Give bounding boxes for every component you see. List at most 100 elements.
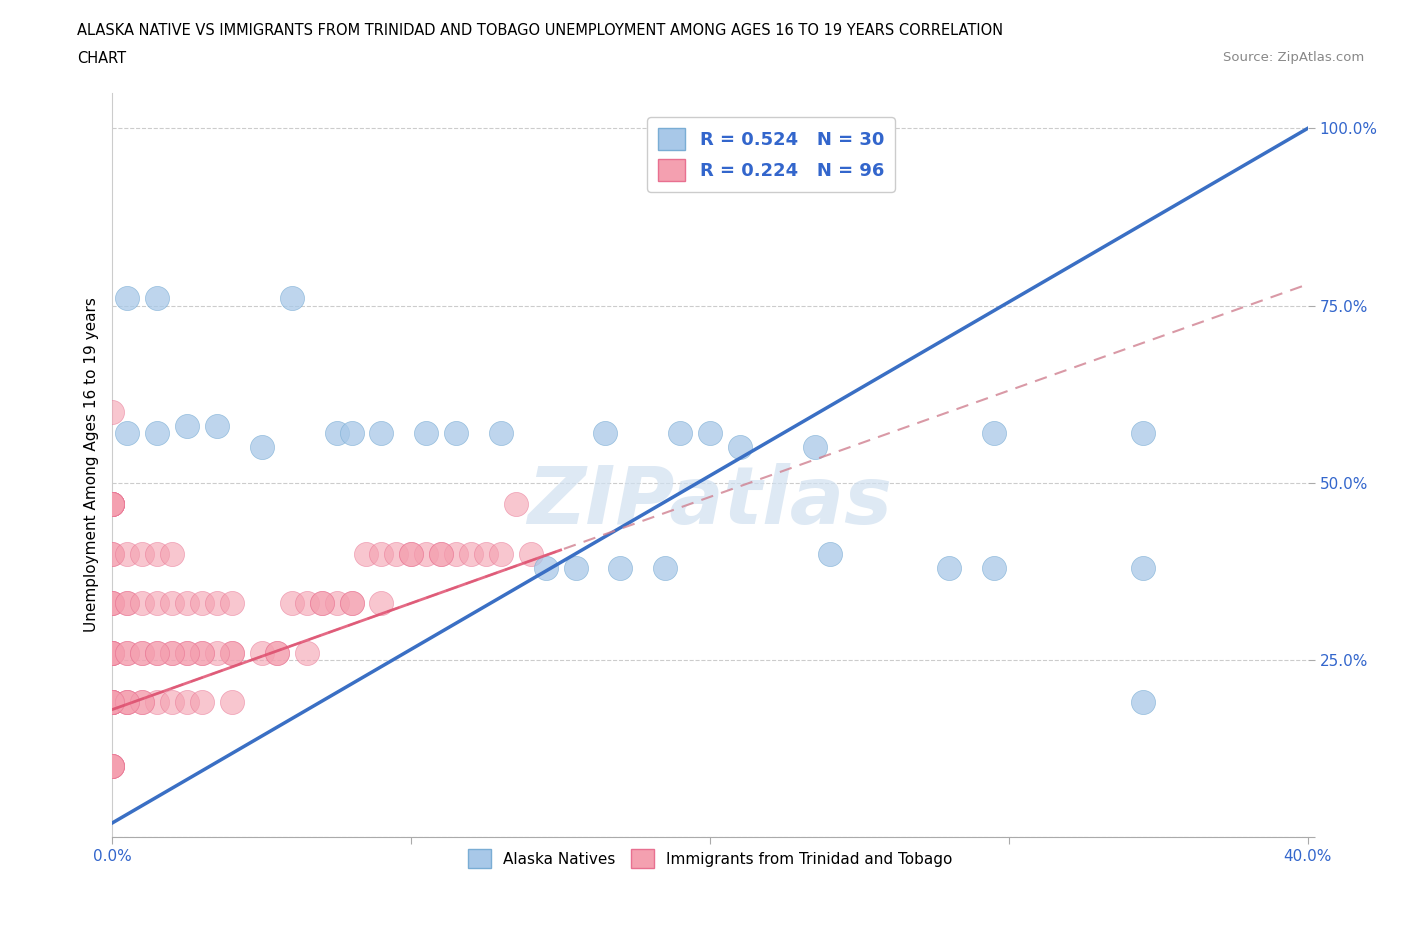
Point [101, 759, 124, 774]
Point [221, 695, 243, 710]
Point [101, 596, 124, 611]
Point [131, 695, 153, 710]
Point [325, 426, 347, 441]
Point [266, 645, 288, 660]
Point [489, 546, 512, 561]
Point [489, 426, 512, 441]
Point [325, 596, 347, 611]
Point [444, 426, 467, 441]
Point [101, 497, 124, 512]
Text: Source: ZipAtlas.com: Source: ZipAtlas.com [1223, 51, 1364, 64]
Point [101, 695, 124, 710]
Point [430, 546, 453, 561]
Point [699, 426, 721, 441]
Point [340, 596, 363, 611]
Point [146, 546, 169, 561]
Point [266, 645, 288, 660]
Point [101, 596, 124, 611]
Point [146, 645, 169, 660]
Point [595, 426, 617, 441]
Point [401, 546, 423, 561]
Point [101, 497, 124, 512]
Point [654, 560, 676, 575]
Point [101, 759, 124, 774]
Point [205, 645, 228, 660]
Text: ALASKA NATIVE VS IMMIGRANTS FROM TRINIDAD AND TOBAGO UNEMPLOYMENT AMONG AGES 16 : ALASKA NATIVE VS IMMIGRANTS FROM TRINIDA… [77, 23, 1004, 38]
Point [101, 497, 124, 512]
Point [281, 596, 304, 611]
Point [101, 645, 124, 660]
Point [176, 695, 198, 710]
Point [101, 645, 124, 660]
Point [117, 645, 139, 660]
Text: CHART: CHART [77, 51, 127, 66]
Point [983, 426, 1005, 441]
Point [131, 645, 153, 660]
Point [534, 560, 557, 575]
Point [176, 418, 198, 433]
Y-axis label: Unemployment Among Ages 16 to 19 years: Unemployment Among Ages 16 to 19 years [83, 298, 98, 632]
Point [101, 695, 124, 710]
Point [101, 695, 124, 710]
Point [101, 497, 124, 512]
Point [146, 695, 169, 710]
Point [983, 560, 1005, 575]
Point [356, 546, 378, 561]
Point [101, 645, 124, 660]
Point [162, 645, 183, 660]
Point [176, 596, 198, 611]
Point [131, 546, 153, 561]
Point [295, 596, 318, 611]
Point [191, 695, 214, 710]
Point [1132, 426, 1154, 441]
Point [415, 426, 437, 441]
Point [564, 560, 586, 575]
Point [162, 695, 183, 710]
Point [131, 645, 153, 660]
Point [117, 426, 139, 441]
Point [101, 759, 124, 774]
Point [117, 596, 139, 611]
Point [101, 759, 124, 774]
Point [117, 546, 139, 561]
Point [101, 645, 124, 660]
Point [281, 291, 304, 306]
Point [205, 596, 228, 611]
Point [146, 596, 169, 611]
Point [1132, 560, 1154, 575]
Point [176, 645, 198, 660]
Point [221, 645, 243, 660]
Point [191, 645, 214, 660]
Point [101, 695, 124, 710]
Text: ZIPatlas: ZIPatlas [527, 463, 893, 541]
Point [101, 645, 124, 660]
Point [131, 695, 153, 710]
Point [101, 497, 124, 512]
Point [460, 546, 482, 561]
Point [340, 596, 363, 611]
Point [117, 695, 139, 710]
Point [101, 546, 124, 561]
Point [146, 291, 169, 306]
Point [1132, 695, 1154, 710]
Point [818, 546, 841, 561]
Point [101, 405, 124, 419]
Point [117, 645, 139, 660]
Point [370, 596, 392, 611]
Point [444, 546, 467, 561]
Point [176, 645, 198, 660]
Legend: Alaska Natives, Immigrants from Trinidad and Tobago: Alaska Natives, Immigrants from Trinidad… [461, 844, 959, 874]
Point [401, 546, 423, 561]
Point [340, 426, 363, 441]
Point [146, 645, 169, 660]
Point [131, 596, 153, 611]
Point [101, 497, 124, 512]
Point [385, 546, 408, 561]
Point [162, 546, 183, 561]
Point [101, 497, 124, 512]
Point [370, 546, 392, 561]
Point [370, 426, 392, 441]
Point [728, 440, 751, 455]
Point [117, 596, 139, 611]
Point [117, 695, 139, 710]
